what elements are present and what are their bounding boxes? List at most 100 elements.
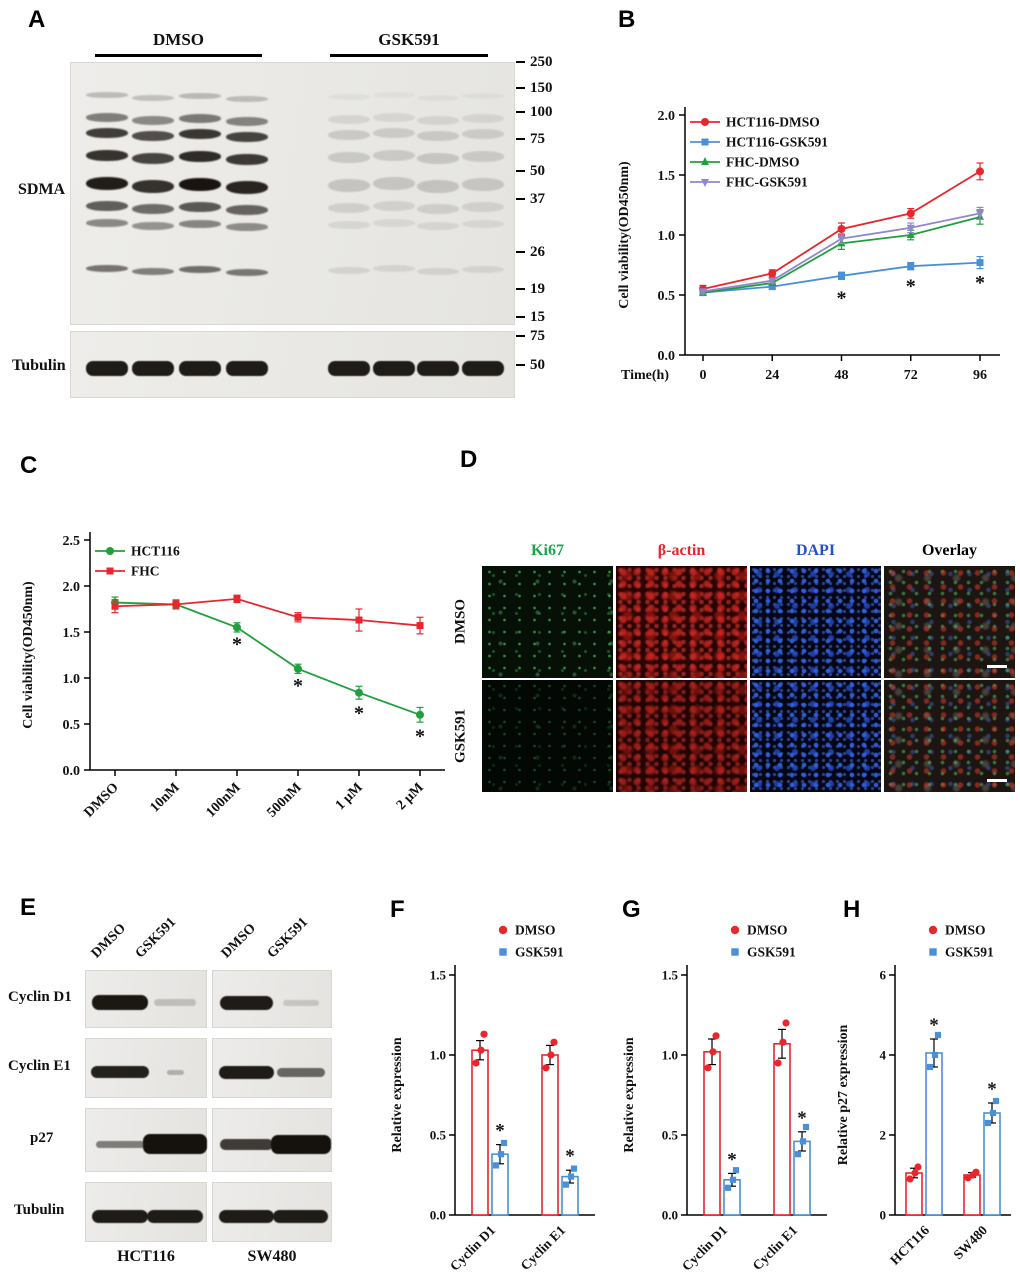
x-tick-label: 24 [765, 368, 779, 383]
mw-marker: 75 [516, 130, 545, 148]
if-image-overlay-gsk591 [884, 680, 1015, 792]
mw-tick [516, 251, 525, 253]
bar-series-GSK591 [925, 1031, 1001, 1216]
marker-circle [701, 118, 709, 126]
marker-square [768, 283, 776, 291]
significance-asterisk: * [232, 633, 242, 655]
if-image-ki67-dmso [482, 566, 613, 678]
blot-box [85, 1182, 207, 1242]
mw-label: 250 [530, 53, 553, 70]
significance-asterisk: * [727, 1149, 737, 1170]
mw-marker: 37 [516, 190, 545, 208]
y-tick-label: 2 [880, 1128, 887, 1143]
mw-marker: 50 [516, 162, 545, 180]
significance-asterisk: * [906, 276, 916, 298]
marker-square [794, 1151, 802, 1158]
marker-triangle [906, 230, 915, 238]
y-tick-label: 6 [880, 968, 887, 983]
marker-circle [709, 1048, 717, 1056]
if-column-header-overlay: Overlay [921, 542, 978, 559]
marker-square [838, 272, 845, 280]
bar [925, 1052, 943, 1216]
marker-square [111, 602, 119, 610]
y-tick-label: 1.0 [63, 672, 81, 687]
protein-band [179, 360, 222, 376]
bar-series-GSK591 [491, 1139, 579, 1216]
marker-circle [779, 1038, 787, 1046]
protein-band [417, 203, 460, 214]
marker-square [172, 600, 180, 608]
marker-square [570, 1165, 578, 1172]
protein-band [276, 1067, 325, 1077]
bar [541, 1054, 559, 1216]
marker-square [355, 616, 363, 624]
axes [84, 532, 445, 776]
panel-a-label: A [28, 6, 46, 33]
protein-band [95, 1140, 145, 1148]
protein-band [372, 200, 415, 211]
x-tick-label: HCT116 [887, 1222, 932, 1267]
y-tick-label: 1.5 [662, 968, 679, 983]
legend-label: HCT116-GSK591 [726, 135, 828, 150]
blot-box [212, 1182, 332, 1242]
panel-f-label: F [390, 896, 405, 923]
protein-band [417, 221, 460, 230]
protein-band [179, 114, 222, 124]
blot-box [212, 1038, 332, 1098]
blot-box [85, 1038, 207, 1098]
protein-band [132, 116, 175, 126]
legend-label: FHC [131, 564, 160, 579]
y-tick-label: 0.0 [662, 1208, 678, 1223]
protein-band [132, 268, 175, 276]
panel-g-label: G [622, 896, 641, 923]
protein-band [220, 1138, 273, 1150]
marker-circle [911, 1169, 919, 1177]
marker-square [497, 1151, 505, 1158]
group-header-dmso: DMSO [153, 30, 204, 49]
scale-bar [987, 665, 1007, 668]
cell-line-label: HCT116 [117, 1248, 175, 1265]
protein-band [372, 265, 415, 273]
y-tick-label: 2.0 [63, 580, 81, 595]
mw-tick [516, 364, 525, 366]
x-tick-label: Cyclin D1 [447, 1222, 498, 1273]
legend-label: DMSO [747, 923, 788, 938]
legend-label: DMSO [945, 923, 986, 938]
bar [773, 1043, 791, 1216]
marker-square [934, 1031, 942, 1039]
protein-band [225, 154, 268, 166]
marker-triangle-down [699, 288, 707, 297]
marker-circle [547, 1051, 555, 1059]
y-tick-label: 0.0 [430, 1208, 446, 1223]
marker-circle [782, 1019, 790, 1027]
protein-band [372, 128, 415, 139]
protein-band [219, 1065, 275, 1079]
bar-series-GSK591 [723, 1123, 811, 1216]
marker-square [562, 1181, 570, 1188]
protein-band [179, 93, 222, 100]
protein-band [461, 219, 504, 228]
blot-row-label: Cyclin D1 [8, 989, 72, 1005]
marker-square [500, 1139, 508, 1147]
marker-square [929, 948, 937, 956]
protein-band [132, 153, 175, 165]
blot-box [212, 1108, 332, 1172]
chart-p27-expression: 0 2 4 6 Relative p27 expression HCT116 SW480 DM… [836, 923, 1011, 1268]
marker-triangle [701, 157, 709, 165]
protein-band [154, 999, 196, 1007]
protein-band [179, 129, 222, 140]
marker-square [294, 613, 302, 621]
marker-circle [730, 925, 740, 935]
bar-series-DMSO [471, 1030, 559, 1216]
protein-band [270, 1134, 331, 1154]
protein-band [166, 1069, 184, 1075]
marker-circle [906, 1175, 914, 1183]
mw-label: 75 [530, 327, 545, 344]
bar-series-DMSO [703, 1019, 791, 1216]
group-underline-dmso [95, 54, 262, 57]
cell-line-label: SW480 [247, 1248, 297, 1265]
lane-label: DMSO [218, 920, 259, 962]
protein-band [282, 999, 319, 1006]
sdma-blot-image [70, 62, 515, 325]
y-tick-label: 0.0 [658, 349, 676, 364]
